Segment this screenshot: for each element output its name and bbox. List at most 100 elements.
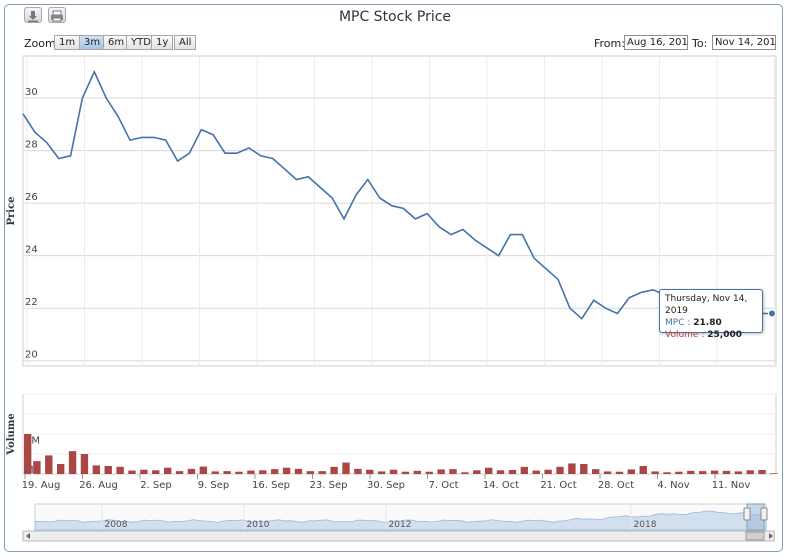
x-tick-label: 7. Oct [428,480,458,491]
from-date-input[interactable]: Aug 16, 2019 [624,35,688,50]
volume-bar [484,467,493,474]
volume-bar [698,471,707,474]
volume-bar [603,471,612,474]
volume-bar [473,470,481,474]
volume-bar [556,466,564,474]
price-tick-label: 28 [25,140,38,151]
price-tick-label: 20 [25,350,38,361]
volume-bar [152,470,160,474]
x-tick-label: 2. Sep [140,480,172,491]
scrollbar-track [22,530,775,542]
zoom-all-button[interactable]: All [174,35,197,50]
volume-bar [496,470,505,474]
volume-bar [508,470,517,474]
volume-bar [318,471,326,474]
volume-bar [746,470,754,474]
volume-bar [532,470,540,474]
volume-bar [544,469,552,474]
volume-bar [568,463,576,474]
last-price-marker[interactable] [768,309,776,318]
volume-bar [722,470,731,474]
volume-bar [627,469,636,474]
volume-bar [199,466,208,474]
volume-bar [366,469,374,474]
volume-bar [770,473,778,474]
navigator-tick-label: 2010 [247,520,270,530]
volume-bar [68,451,77,474]
x-tick-label: 11. Nov [712,480,751,491]
volume-bar [235,471,243,474]
volume-bar [687,470,695,474]
volume-bar [211,471,219,474]
volume-bar [163,467,172,474]
to-label: To: [692,37,708,50]
volume-bar [758,470,766,474]
x-tick-label: 28. Oct [598,480,634,491]
volume-axis-title: Volume [6,413,17,456]
chart-container [4,4,783,552]
x-tick-label: 4. Nov [657,480,689,491]
x-tick-label: 26. Aug [79,480,118,491]
volume-bar [591,469,600,474]
price-axis-title: Price [6,196,17,225]
volume-bar [92,465,101,474]
volume-bar [128,470,136,474]
download-icon[interactable] [24,7,42,23]
zoom-1y-button[interactable]: 1y [151,35,174,50]
tooltip-date: Thursday, Nov 14, 2019 [665,294,748,316]
volume-bar [461,472,469,474]
volume-bar [294,468,303,474]
to-date-input[interactable]: Nov 14, 2019 [712,35,776,50]
x-tick-label: 21. Oct [540,480,576,491]
volume-bar [140,469,148,474]
volume-bar [24,434,32,474]
tooltip-volume-label: Volume [665,330,699,340]
volume-bar [437,469,445,474]
x-tick-label: 30. Sep [367,480,405,491]
volume-bar [413,470,422,474]
volume-bar [116,466,124,474]
volume-bar [175,471,184,474]
volume-bar [580,464,588,474]
tooltip-volume: 25,000 [707,330,742,340]
volume-bar [259,470,267,474]
x-axis: 19. Aug 26. Aug 2. Sep 9. Sep 16. Sep 23. Sep… [22,474,751,491]
from-label: From: [594,37,625,50]
volume-bar [342,462,350,474]
volume-bar [45,455,53,474]
price-tick-label: 22 [25,297,38,308]
x-tick-label: 23. Sep [310,480,348,491]
price-y-axis: 20 22 24 26 28 30 [25,87,38,361]
scroll-left-arrow-icon [26,533,30,539]
volume-bar [520,466,529,474]
x-tick-label: 16. Sep [252,480,290,491]
price-tick-label: 24 [25,245,38,256]
zoom-label: Zoom [24,37,56,50]
volume-bar [663,472,671,474]
volume-bar [651,471,659,474]
volume-bar [104,466,112,474]
volume-bar [80,454,89,474]
volume-bar [56,464,65,474]
volume-bar [306,471,315,474]
print-icon[interactable] [48,7,66,23]
price-line[interactable] [22,69,772,320]
volume-bar [282,467,291,474]
volume-bar [639,466,647,474]
chart-title: MPC Stock Price [338,9,452,25]
volume-bars [24,434,778,474]
price-tick-label: 30 [25,87,38,98]
volume-bar [734,471,743,474]
navigator-handle [743,507,751,521]
scroll-right-arrow-icon [769,533,773,539]
navigator-series [34,510,767,531]
volume-bar [223,471,231,474]
navigator-handle [760,507,768,521]
volume-bar [187,468,196,474]
navigator-tick-label: 2018 [634,520,657,530]
volume-bar [33,461,41,474]
volume-bar [330,466,338,474]
scrollbar-thumb [745,531,765,541]
volume-bar [710,470,719,474]
